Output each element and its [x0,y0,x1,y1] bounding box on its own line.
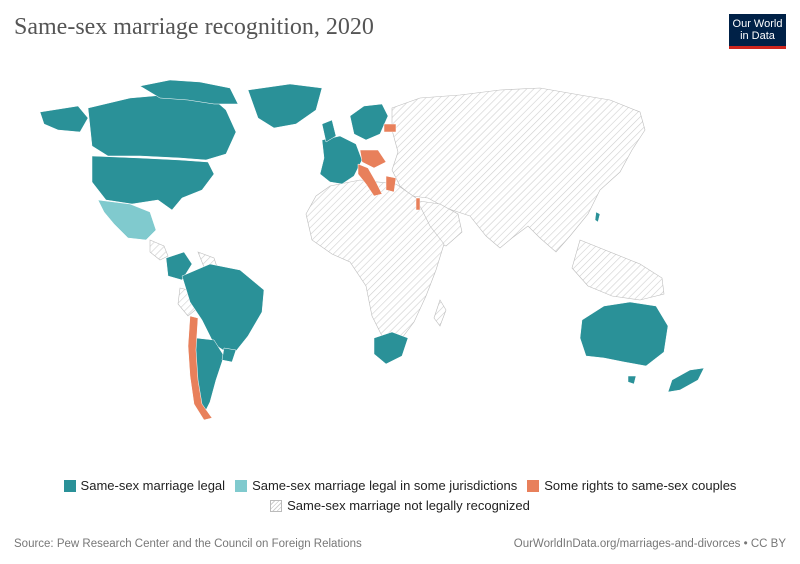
greece-shape [385,175,397,193]
nordics-shape [349,103,389,141]
attribution-link[interactable]: OurWorldInData.org/marriages-and-divorce… [513,538,786,550]
usa-shape [91,155,215,211]
logo-line-1: Our World [732,18,783,30]
legend-swatch-legal [63,479,76,492]
legal-regions [39,79,705,415]
south-africa-shape [373,331,409,365]
brazil-shape [181,263,265,357]
legend-swatch-some-rights [527,479,540,492]
legend-label-some-rights: Some rights to same-sex couples [544,478,737,493]
greenland-shape [247,83,323,129]
logo-line-2: in Data [740,30,775,42]
map-legend: Same-sex marriage legal Same-sex marriag… [0,478,800,518]
central-america-hatched [149,239,169,261]
israel-shape [415,197,421,211]
uk-ireland-shape [321,119,337,143]
taiwan-shape [594,211,601,223]
not-recognized-regions [149,87,665,341]
mexico-shape [97,199,157,241]
legend-item-legal[interactable]: Same-sex marriage legal [63,478,226,493]
chart-title: Same-sex marriage recognition, 2020 [14,14,374,40]
partial-regions [97,199,157,241]
uruguay-shape [221,347,237,363]
owid-logo[interactable]: Our World in Data [729,14,786,49]
estonia-shape [383,123,397,133]
southeast-asia-hatched [571,239,665,301]
source-note: Source: Pew Research Center and the Coun… [14,538,362,550]
tasmania-shape [627,375,637,385]
western-europe-shape [319,135,363,185]
legend-item-not-recognized[interactable]: Same-sex marriage not legally recognized [270,498,530,513]
legend-item-some-rights[interactable]: Some rights to same-sex couples [527,478,736,493]
legend-row-2: Same-sex marriage not legally recognized [0,498,800,513]
legend-label-partial: Same-sex marriage legal in some jurisdic… [252,478,518,493]
legend-swatch-partial [235,479,248,492]
central-europe-shape [359,149,387,169]
arctic-islands-shape [139,79,239,105]
new-zealand-shape [667,367,705,393]
legend-row-1: Same-sex marriage legal Same-sex marriag… [0,478,800,493]
world-map [39,79,705,421]
some-rights-regions [187,123,421,421]
italy-shape [357,163,383,197]
alaska-shape [39,105,89,133]
legend-swatch-not-recognized [270,499,283,512]
chile-shape [187,315,213,421]
australia-shape [579,301,669,367]
colombia-ecuador-shape [165,251,193,281]
legend-label-not-recognized: Same-sex marriage not legally recognized [287,498,530,513]
legend-label-legal: Same-sex marriage legal [80,478,226,493]
legend-item-partial[interactable]: Same-sex marriage legal in some jurisdic… [235,478,517,493]
madagascar-hatched [433,299,447,327]
